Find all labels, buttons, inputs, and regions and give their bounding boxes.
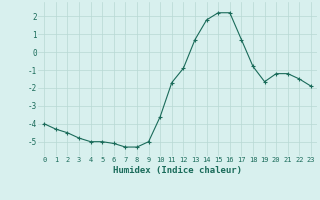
X-axis label: Humidex (Indice chaleur): Humidex (Indice chaleur) [113, 166, 242, 175]
